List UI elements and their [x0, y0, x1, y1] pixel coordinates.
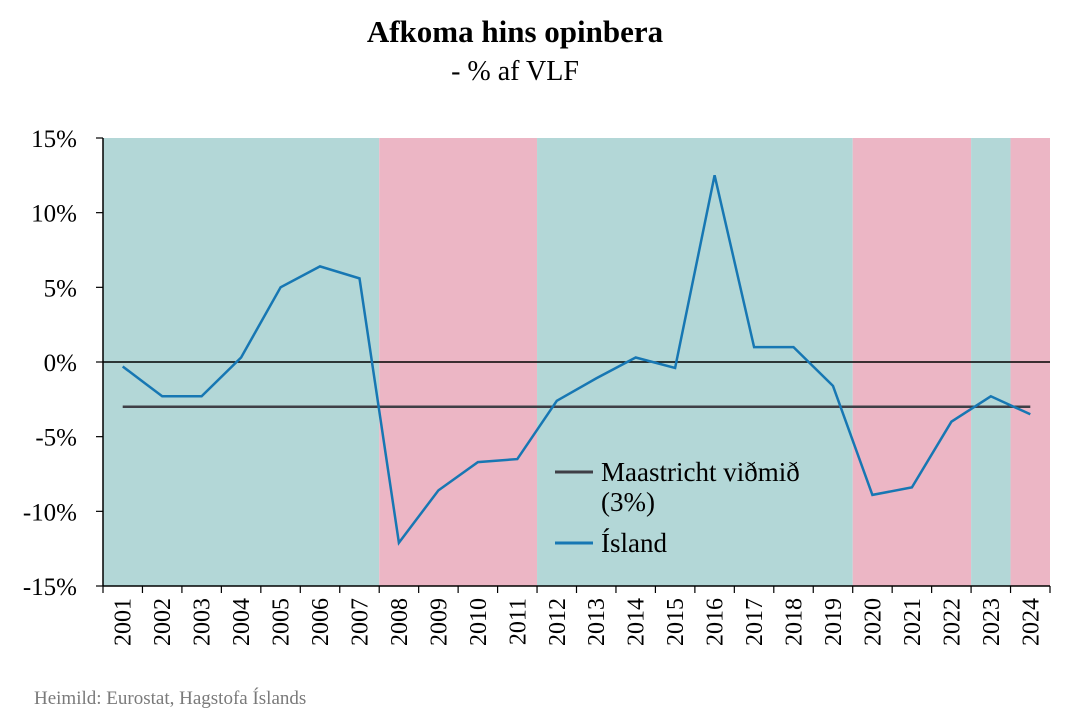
x-tick-label: 2015 — [663, 598, 689, 646]
legend-label: (3%) — [601, 487, 655, 517]
x-tick-label: 2017 — [742, 598, 768, 646]
y-tick-label: -5% — [35, 425, 77, 452]
x-tick-label: 2019 — [821, 598, 847, 646]
x-tick-label: 2001 — [111, 598, 137, 646]
x-tick-label: 2022 — [939, 598, 965, 646]
axes — [96, 137, 1051, 593]
x-tick-label: 2023 — [979, 598, 1005, 646]
chart-title: Afkoma hins opinbera — [366, 14, 664, 49]
x-tick-label: 2020 — [860, 598, 886, 646]
series-line-island — [121, 175, 1031, 546]
x-tick-label: 2018 — [782, 598, 808, 646]
x-tick-label: 2003 — [190, 598, 216, 646]
y-tick-label: 10% — [31, 201, 77, 228]
x-tick-label: 2007 — [347, 598, 373, 646]
y-tick-label: -15% — [23, 574, 77, 601]
chart-subtitle: - % af VLF — [451, 56, 579, 87]
x-tick-labels: 2001 2002 2003 2004 2005 2006 2007 2008 2009 2010… — [111, 598, 1045, 646]
legend-label: Maastricht viðmið — [601, 457, 800, 487]
x-tick-label: 2021 — [900, 598, 926, 646]
x-tick-label: 2008 — [387, 598, 413, 646]
y-tick-label: 0% — [44, 350, 77, 377]
series-lines — [121, 175, 1031, 546]
x-tick-label: 2013 — [584, 598, 610, 646]
x-tick-label: 2010 — [466, 598, 492, 646]
x-tick-label: 2005 — [269, 598, 295, 646]
x-tick-label: 2004 — [229, 598, 255, 646]
x-tick-label: 2012 — [545, 598, 571, 646]
x-tick-label: 2024 — [1018, 598, 1044, 646]
source-note: Heimild: Eurostat, Hagstofa Íslands — [34, 688, 307, 709]
x-tick-label: 2002 — [150, 598, 176, 646]
x-tick-label: 2009 — [426, 598, 452, 646]
x-tick-label: 2006 — [308, 598, 334, 646]
x-tick-label: 2011 — [505, 598, 531, 645]
x-tick-label: 2016 — [703, 598, 729, 646]
legend-label: Ísland — [601, 528, 667, 558]
y-tick-label: 15% — [31, 126, 77, 153]
x-tick-label: 2014 — [624, 598, 650, 646]
y-tick-label: -10% — [23, 499, 77, 526]
y-tick-labels: 15% 10% 5% 0% -5% -10% -15% — [23, 126, 77, 601]
y-tick-label: 5% — [44, 275, 77, 302]
legend: Maastricht viðmið(3%) Ísland — [555, 457, 800, 558]
